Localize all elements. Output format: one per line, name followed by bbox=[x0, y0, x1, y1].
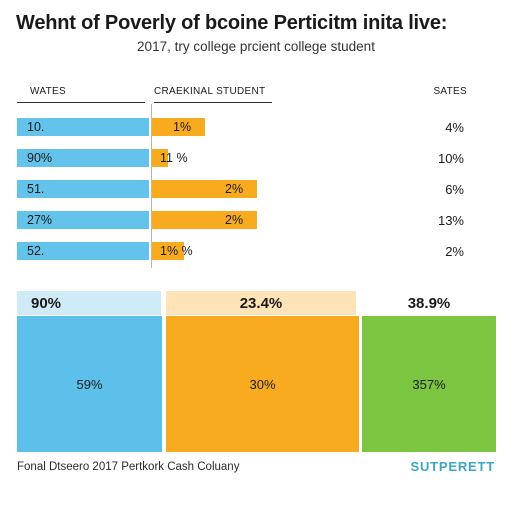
summary-band-value: 90% bbox=[31, 294, 62, 312]
middle-bar-label: 2% bbox=[225, 213, 244, 227]
middle-bar bbox=[152, 211, 257, 229]
middle-bar bbox=[152, 149, 168, 167]
left-bar: 90% bbox=[17, 149, 149, 167]
summary-block-orange: 30% bbox=[166, 316, 359, 452]
summary-band-value: 23.4% bbox=[239, 294, 283, 312]
bar-row: 10. 1% 4% bbox=[0, 118, 512, 136]
column-header-middle: CRAEKINAL STUDENT bbox=[154, 86, 266, 97]
left-bar: 52. bbox=[17, 242, 149, 260]
right-value: 4% bbox=[445, 120, 464, 135]
chart-subtitle: 2017, try college prcient college studen… bbox=[137, 39, 375, 54]
right-value: 6% bbox=[445, 182, 464, 197]
summary-block-blue: 59% bbox=[17, 316, 162, 452]
left-bar-label: 51. bbox=[27, 182, 45, 196]
header-rule-middle bbox=[154, 102, 272, 103]
summary-block-value: 59% bbox=[76, 376, 103, 392]
right-value: 10% bbox=[437, 151, 464, 166]
middle-bar-label: 11 % bbox=[160, 151, 188, 165]
left-bar-label: 27% bbox=[27, 213, 53, 227]
left-bar-label: 52. bbox=[27, 244, 45, 258]
middle-bar bbox=[152, 118, 205, 136]
left-bar: 10. bbox=[17, 118, 149, 136]
left-bar: 51. bbox=[17, 180, 149, 198]
source-note: Fonal Dtseero 2017 Pertkork Cash Coluany bbox=[17, 461, 240, 473]
summary-band-orange: 23.4% bbox=[166, 291, 356, 315]
middle-bar bbox=[152, 242, 184, 260]
column-header-left: WATES bbox=[30, 86, 66, 97]
brand-logo: SUTPERETT bbox=[410, 459, 495, 474]
bar-row: 90% 11 % 10% bbox=[0, 149, 512, 167]
bar-row: 52. 1% % 2% bbox=[0, 242, 512, 260]
middle-bar bbox=[152, 180, 257, 198]
summary-band-blue: 90% bbox=[17, 291, 161, 315]
summary-block-green: 357% bbox=[362, 316, 496, 452]
left-bar-label: 90% bbox=[27, 151, 53, 165]
header-rule-left bbox=[17, 102, 145, 103]
right-value: 13% bbox=[437, 213, 464, 228]
bar-row: 27% 2% 13% bbox=[0, 211, 512, 229]
right-value: 2% bbox=[445, 244, 464, 259]
summary-block-value: 30% bbox=[249, 376, 276, 392]
chart-title: Wehnt of Poverly of bcoine Perticitm ini… bbox=[16, 12, 448, 34]
middle-bar-label: 1% % bbox=[160, 244, 193, 258]
left-bar: 27% bbox=[17, 211, 149, 229]
left-bar-label: 10. bbox=[27, 120, 45, 134]
column-header-right: SATES bbox=[433, 86, 467, 97]
middle-bar-label: 1% bbox=[173, 120, 192, 134]
bar-row: 51. 2% 6% bbox=[0, 180, 512, 198]
middle-bar-label: 2% bbox=[225, 182, 244, 196]
summary-band-green: 38.9% bbox=[362, 291, 496, 315]
summary-block-value: 357% bbox=[412, 376, 446, 392]
column-divider bbox=[151, 104, 152, 268]
summary-band-value: 38.9% bbox=[407, 294, 451, 312]
